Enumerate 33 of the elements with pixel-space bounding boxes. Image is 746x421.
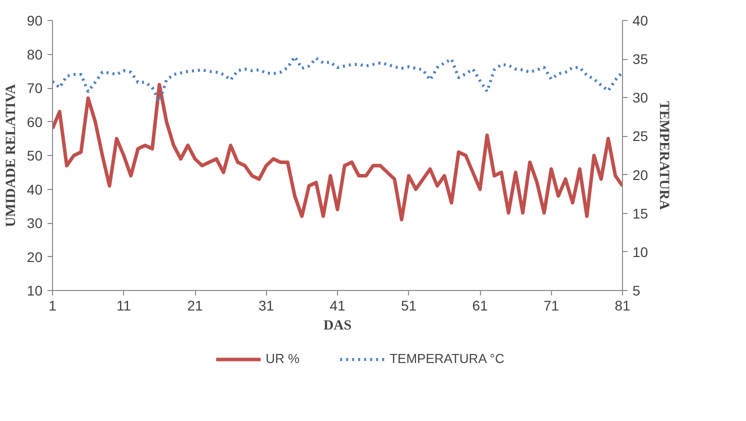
y2-tick-label: 10 xyxy=(632,244,648,260)
y2-axis-title: TEMPERATURA xyxy=(656,101,672,211)
y2-tick-label: 25 xyxy=(632,128,648,144)
x-tick-label: 81 xyxy=(614,298,630,314)
y2-tick-label: 35 xyxy=(632,51,648,68)
y-tick-label: 10 xyxy=(26,282,43,298)
x-tick-label: 31 xyxy=(258,298,274,314)
line-series xyxy=(52,55,622,103)
line-series xyxy=(52,82,622,222)
x-tick-label: 51 xyxy=(400,298,417,314)
y-tick-label: 80 xyxy=(26,46,43,62)
y-tick-label: 60 xyxy=(26,114,43,130)
y2-tick-label: 40 xyxy=(632,12,648,28)
y-tick-label: 90 xyxy=(26,12,43,28)
x-tick-label: 41 xyxy=(330,298,346,314)
y-tick-label: 20 xyxy=(26,248,43,265)
y2-tick-label: 30 xyxy=(632,90,648,106)
x-axis-title: DAS xyxy=(323,318,352,334)
x-tick-label: 11 xyxy=(116,298,132,314)
y-tick-label: 40 xyxy=(26,181,43,198)
y-tick-label: 70 xyxy=(26,80,43,96)
x-tick-label: 61 xyxy=(472,298,488,314)
x-tick-label: 21 xyxy=(187,298,203,314)
y-axis-title: UMIDADE RELATIVA xyxy=(4,83,19,227)
x-tick-label: 1 xyxy=(48,298,57,314)
y-tick-label: 50 xyxy=(26,148,43,164)
y-tick-label: 30 xyxy=(26,215,43,231)
y2-tick-label: 20 xyxy=(632,166,648,183)
x-tick-label: 71 xyxy=(543,298,560,314)
y2-tick-label: 15 xyxy=(632,205,648,222)
legend-label: TEMPERATURA °C xyxy=(390,351,504,366)
legend-label: UR % xyxy=(266,351,300,366)
y2-tick-label: 5 xyxy=(632,282,640,298)
